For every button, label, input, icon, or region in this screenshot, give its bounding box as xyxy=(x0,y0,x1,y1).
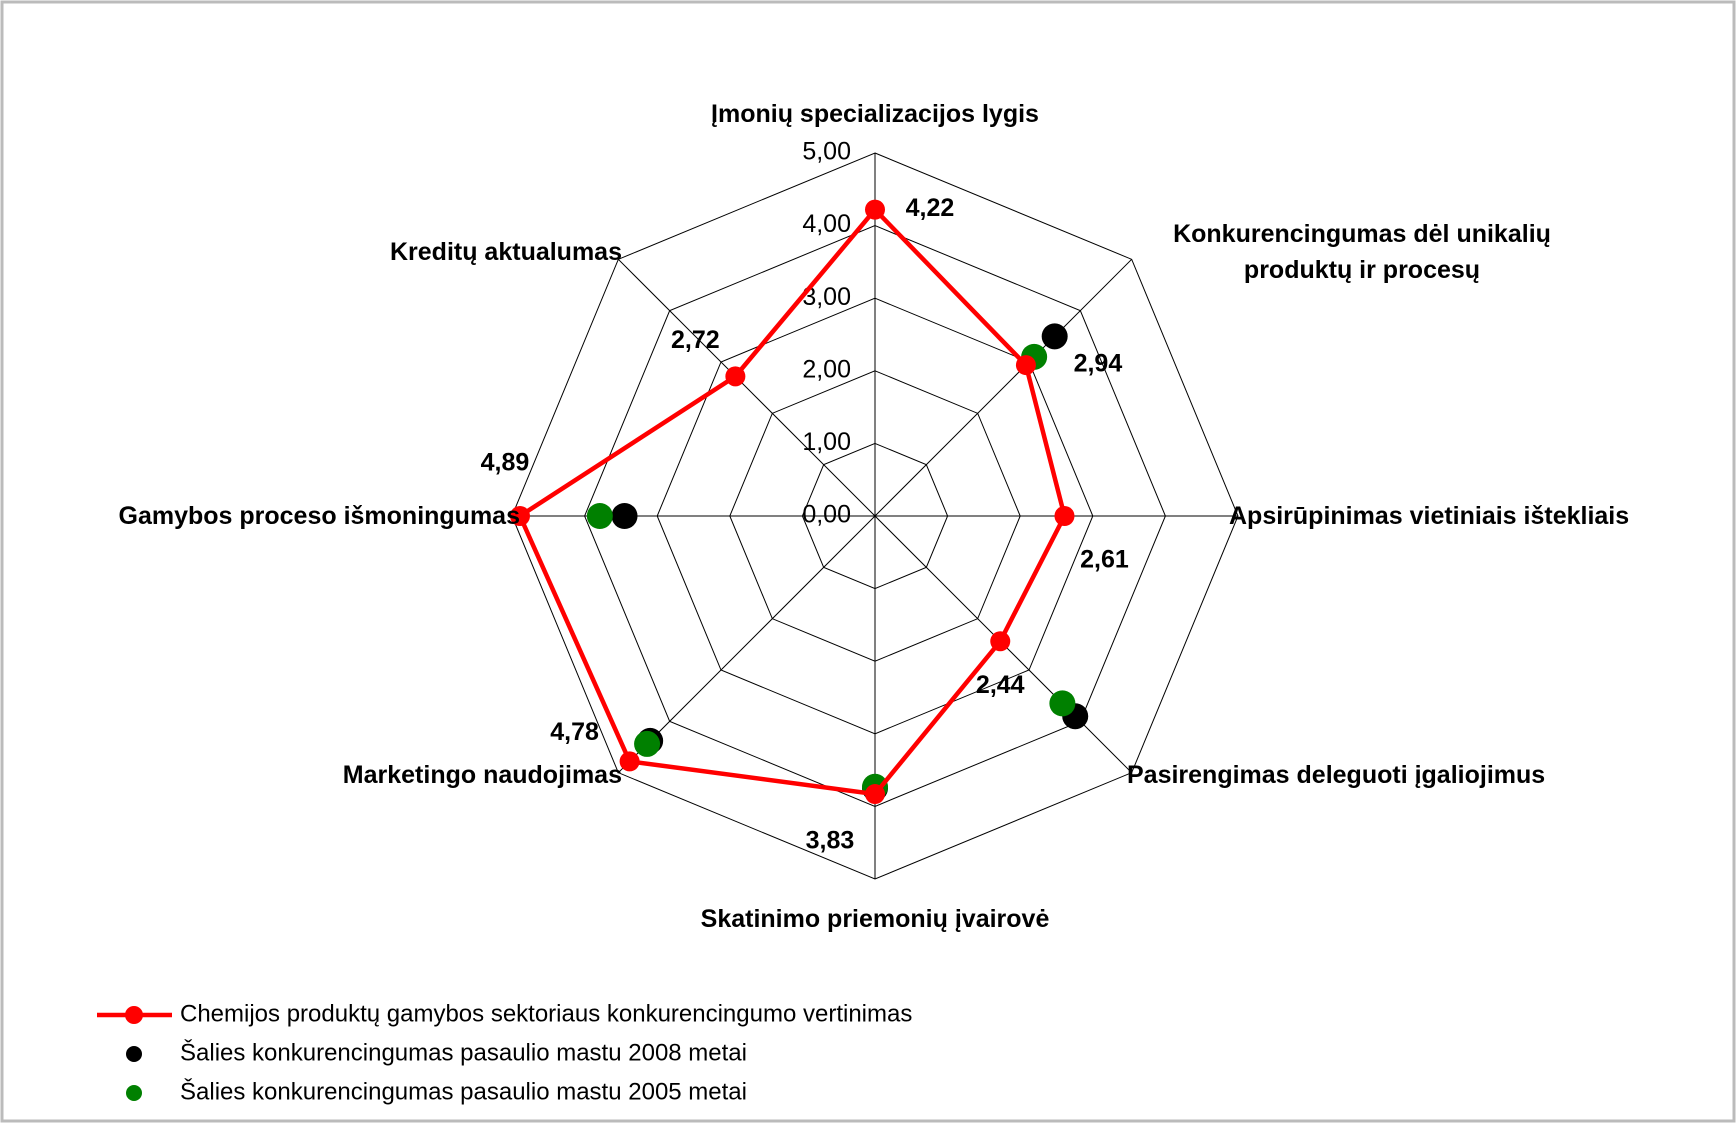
spoke xyxy=(617,515,876,774)
legend-label: Šalies konkurencingumas pasaulio mastu 2… xyxy=(180,1077,747,1105)
category-label: Įmonių specializacijos lygis xyxy=(711,100,1039,128)
grid-ring xyxy=(729,370,1021,662)
series-marker xyxy=(509,506,530,526)
data-label: 4,78 xyxy=(550,718,599,746)
series-marker xyxy=(865,784,885,805)
legend-label: Chemijos produktų gamybos sektoriaus kon… xyxy=(180,1000,912,1027)
grid-ring xyxy=(511,152,1239,880)
category-label: Gamybos proceso išmoningumas xyxy=(118,502,521,530)
legend-marker xyxy=(126,1085,142,1101)
data-label: 2,44 xyxy=(976,671,1025,699)
category-label: Pasirengimas deleguoti įgaliojimus xyxy=(1127,761,1546,789)
series-marker xyxy=(634,730,661,757)
series-marker xyxy=(1041,323,1068,350)
r-tick-label: 5,00 xyxy=(802,138,851,166)
category-label: Apsirūpinimas vietiniais ištekliais xyxy=(1229,502,1630,530)
series-marker xyxy=(865,199,885,220)
data-label: 4,89 xyxy=(481,449,530,477)
r-tick-label: 4,00 xyxy=(802,210,851,238)
series-marker xyxy=(619,751,640,772)
category-label: Kreditų aktualumas xyxy=(389,238,622,266)
legend-label: Šalies konkurencingumas pasaulio mastu 2… xyxy=(180,1038,747,1066)
category-label: Konkurencingumas dėl unikalių produktų i… xyxy=(1173,220,1551,284)
data-label: 2,94 xyxy=(1074,350,1123,378)
r-tick-label: 2,00 xyxy=(802,355,851,383)
category-label: Skatinimo priemonių įvairovė xyxy=(700,905,1050,933)
data-label: 3,83 xyxy=(806,827,855,855)
r-tick-label: 1,00 xyxy=(802,428,851,456)
grid-ring xyxy=(584,225,1166,807)
series-marker xyxy=(990,631,1011,652)
legend-marker xyxy=(125,1006,143,1024)
series-marker xyxy=(725,366,746,387)
series-marker xyxy=(1054,506,1075,526)
series-marker xyxy=(1049,690,1076,717)
spoke xyxy=(874,258,1133,517)
data-label: 2,72 xyxy=(671,326,720,354)
r-tick-label: 0,00 xyxy=(802,501,851,529)
data-label: 2,61 xyxy=(1080,546,1129,574)
grid-ring xyxy=(656,297,1094,735)
series-marker xyxy=(586,503,613,529)
series-marker xyxy=(1015,355,1036,376)
data-label: 4,22 xyxy=(906,194,955,222)
legend-marker xyxy=(126,1046,142,1062)
spoke xyxy=(617,258,876,517)
grid-ring xyxy=(801,442,949,590)
category-label: Marketingo naudojimas xyxy=(342,761,622,789)
series-marker xyxy=(611,503,638,529)
